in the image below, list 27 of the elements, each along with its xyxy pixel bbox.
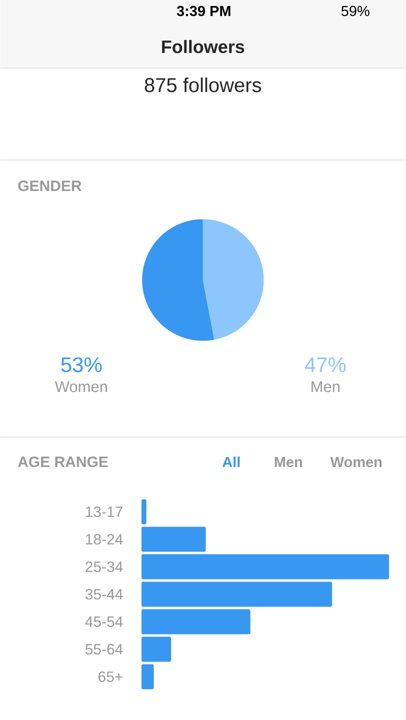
y-tick-label: 45-54 — [85, 616, 123, 627]
y-tick-label: 65+ — [98, 671, 123, 682]
y-tick-label: 13-17 — [86, 506, 123, 518]
bar — [141, 554, 390, 580]
bar — [141, 609, 250, 634]
bar — [141, 526, 206, 552]
bar — [141, 582, 332, 607]
text: 3:39 PM — [176, 6, 230, 16]
data-label: 47% — [304, 357, 346, 372]
chart-title: AGE RANGE — [18, 456, 108, 468]
slice-label: Men — [312, 381, 340, 392]
bar — [141, 499, 146, 524]
y-tick-label: 35-44 — [86, 588, 123, 600]
text: 59% — [342, 6, 370, 16]
data-label: 53% — [61, 357, 102, 372]
text: Men — [274, 457, 302, 468]
y-tick-label: 55-64 — [86, 644, 123, 655]
bar — [141, 636, 172, 662]
y-tick-label: 18-24 — [86, 534, 123, 545]
text: Women — [330, 457, 382, 468]
text: 875 followers — [144, 77, 262, 92]
text: All — [222, 456, 240, 467]
text: Followers — [162, 40, 244, 54]
chart-title: GENDER — [18, 180, 82, 192]
bar — [141, 664, 154, 690]
slice-label: Women — [54, 381, 108, 392]
y-tick-label: 25-34 — [86, 561, 123, 572]
